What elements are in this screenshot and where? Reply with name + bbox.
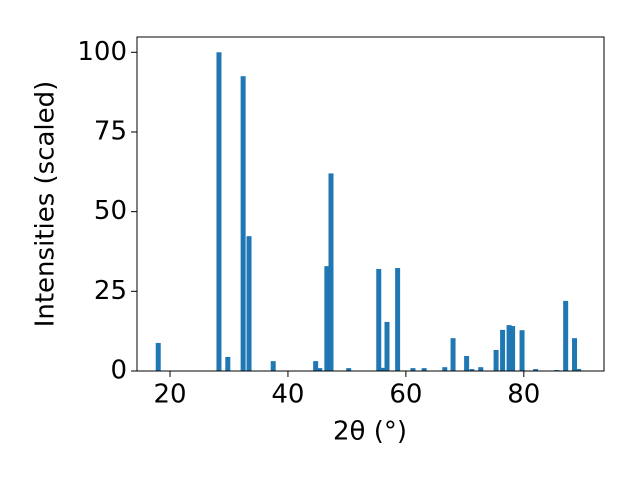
y-tick-label: 0 — [110, 356, 127, 386]
y-tick-label: 75 — [94, 116, 127, 146]
bar — [410, 368, 416, 371]
y-tick-label: 25 — [94, 276, 127, 306]
bar — [478, 367, 484, 371]
bar — [270, 361, 276, 371]
bar — [380, 367, 386, 371]
bar — [572, 338, 578, 371]
x-tick-label: 40 — [271, 380, 304, 410]
bar — [328, 173, 334, 371]
bar — [469, 369, 475, 371]
bar — [510, 326, 516, 371]
x-tick-label: 80 — [507, 380, 540, 410]
bar — [421, 368, 427, 371]
x-axis-label: 2θ (°) — [333, 417, 407, 447]
bar — [500, 329, 506, 371]
bar — [519, 330, 525, 371]
bar — [313, 361, 319, 371]
bar — [216, 52, 222, 372]
bar — [225, 356, 231, 371]
bar — [317, 368, 323, 371]
bar — [246, 236, 252, 371]
bar — [493, 349, 499, 371]
y-tick-label: 100 — [77, 37, 127, 67]
bar — [346, 368, 352, 371]
bar — [506, 325, 512, 371]
bar — [155, 342, 161, 371]
bar — [576, 369, 582, 371]
bar — [442, 367, 448, 371]
bar — [240, 76, 246, 371]
bar — [464, 356, 470, 371]
bar — [384, 321, 390, 371]
x-tick-label: 20 — [153, 380, 186, 410]
bar — [450, 338, 456, 371]
y-axis-label: Intensities (scaled) — [31, 81, 61, 328]
bar — [533, 369, 539, 371]
bar — [563, 300, 569, 371]
bar — [376, 269, 382, 371]
x-tick-label: 60 — [389, 380, 422, 410]
plot-frame — [136, 36, 605, 372]
y-tick-label: 50 — [94, 196, 127, 226]
bar — [395, 268, 401, 371]
bar — [324, 266, 330, 371]
